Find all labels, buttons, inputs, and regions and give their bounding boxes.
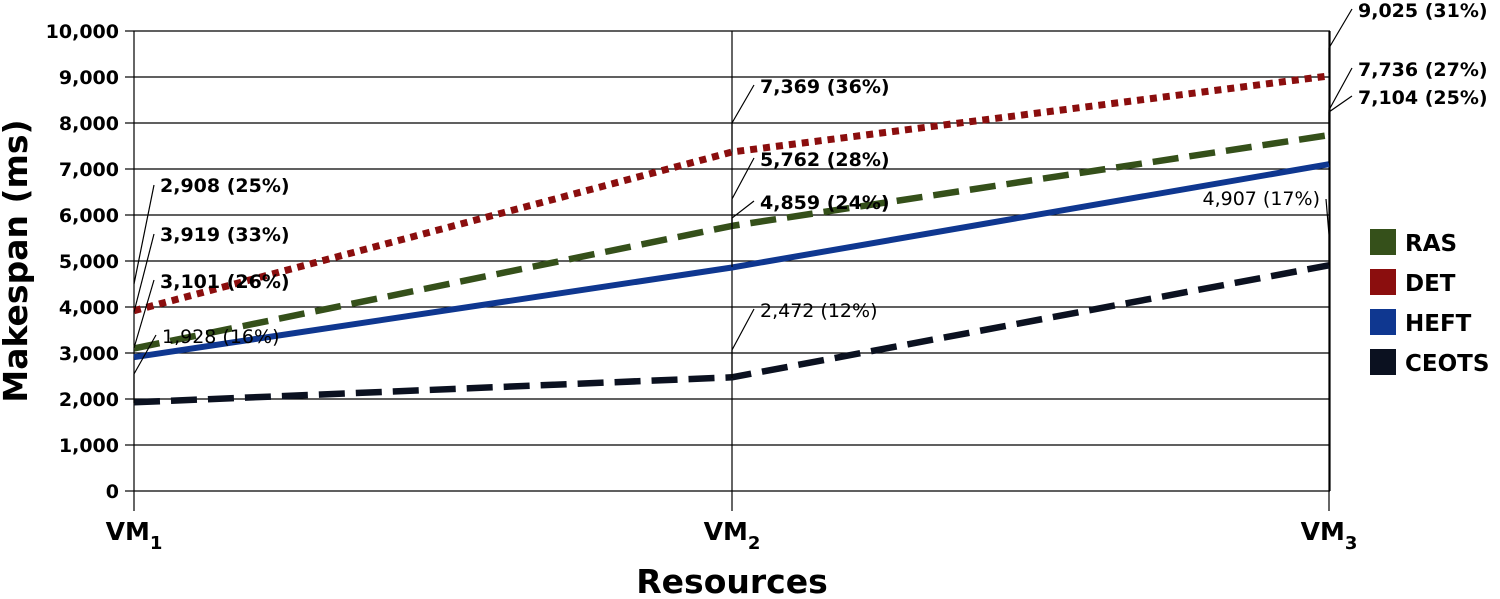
- data-label-heft: 4,859 (24%): [760, 192, 890, 214]
- y-tick-label: 9,000: [59, 67, 119, 89]
- data-label-heft: 7,104 (25%): [1358, 87, 1488, 109]
- leader-line: [133, 184, 155, 285]
- data-label-ras: 7,736 (27%): [1358, 59, 1488, 81]
- x-tick-label: VM1: [106, 517, 163, 554]
- y-tick-label: 3,000: [59, 343, 119, 365]
- legend: RAS DET HEFT CEOTS: [1370, 229, 1489, 377]
- data-label-det: 9,025 (31%): [1358, 0, 1488, 22]
- legend-label-ras: RAS: [1405, 231, 1457, 257]
- data-label-ceots: 4,907 (17%): [1203, 188, 1321, 210]
- leader-line: [133, 233, 155, 313]
- y-tick-label: 8,000: [59, 113, 119, 135]
- y-tick-label: 5,000: [59, 251, 119, 273]
- y-tick-label: 0: [106, 481, 119, 503]
- leader-line: [1328, 8, 1353, 73]
- data-label-heft: 2,908 (25%): [160, 175, 290, 197]
- legend-label-ceots: CEOTS: [1405, 351, 1489, 377]
- leader-line: [133, 279, 155, 349]
- legend-swatch-ras: [1370, 229, 1396, 255]
- x-tick-label: VM3: [1301, 517, 1358, 554]
- data-label-ceots: 2,472 (12%): [760, 300, 878, 322]
- x-axis-title: Resources: [636, 562, 827, 599]
- grid-layer: [133, 30, 1331, 511]
- y-tick-label: 6,000: [59, 205, 119, 227]
- data-label-det: 3,919 (33%): [160, 224, 290, 246]
- leader-line: [1325, 198, 1330, 265]
- y-tick-label: 2,000: [59, 389, 119, 411]
- leader-line: [731, 308, 755, 378]
- legend-swatch-heft: [1370, 309, 1396, 335]
- data-label-ras: 3,101 (26%): [160, 271, 290, 293]
- x-tick-label: VM2: [704, 517, 761, 554]
- legend-label-heft: HEFT: [1405, 311, 1472, 337]
- y-tick-label: 4,000: [59, 297, 119, 319]
- y-tick-label: 10,000: [46, 21, 119, 43]
- data-label-layer: 3,101 (26%) 5,762 (28%) 7,736 (27%) 3,919 (…: [133, 0, 1488, 403]
- axis-layer: 0 1,000 2,000 3,000 4,000 5,000 6,000 7,000 8,00…: [46, 21, 1358, 554]
- y-tick-label: 1,000: [59, 435, 119, 457]
- leader-line: [1328, 95, 1353, 163]
- series-line-det: [133, 72, 1330, 315]
- data-label-ceots: 1,928 (16%): [162, 326, 280, 348]
- legend-label-det: DET: [1405, 271, 1456, 297]
- data-label-ras: 5,762 (28%): [760, 149, 890, 171]
- y-tick-label: 7,000: [59, 159, 119, 181]
- legend-swatch-ceots: [1370, 349, 1396, 375]
- leader-line: [1328, 67, 1353, 135]
- leader-line: [731, 200, 755, 267]
- data-label-det: 7,369 (36%): [760, 76, 890, 98]
- leader-line: [731, 84, 755, 152]
- legend-swatch-det: [1370, 269, 1396, 295]
- leader-line: [133, 334, 157, 403]
- y-axis-title: Makespan (ms): [0, 119, 35, 402]
